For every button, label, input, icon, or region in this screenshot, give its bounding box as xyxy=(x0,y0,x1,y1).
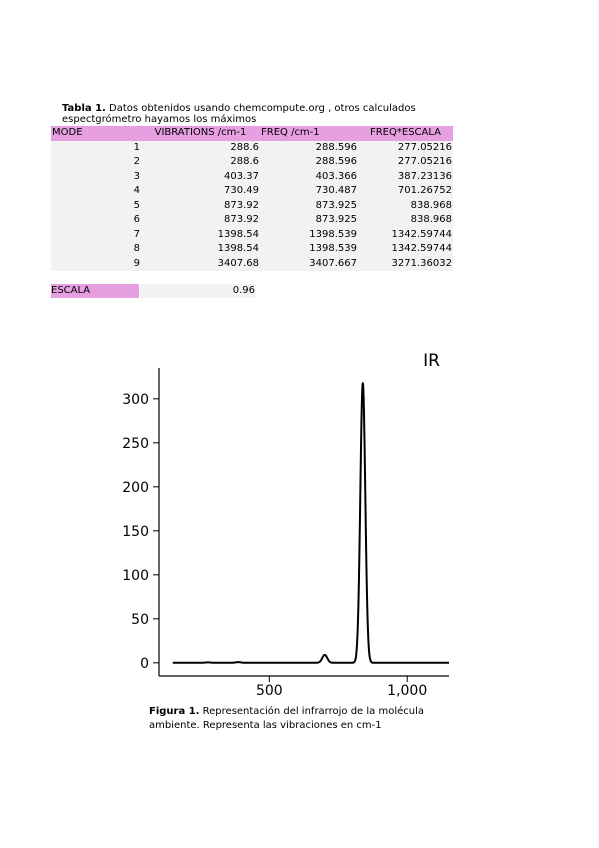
cell-mode: 5 xyxy=(51,198,141,213)
figure-caption-label: Figura 1. xyxy=(149,706,200,717)
cell-mode: 8 xyxy=(51,242,141,257)
figure-caption-text: Representación del infrarrojo de la molé… xyxy=(199,706,424,717)
cell-freq: 288.596 xyxy=(260,140,358,155)
ir-peak-point xyxy=(362,382,364,384)
cell-freq: 1398.539 xyxy=(260,227,358,242)
cell-mode: 3 xyxy=(51,169,141,184)
cell-freq: 3407.667 xyxy=(260,256,358,271)
x-tick-label: 500 xyxy=(256,683,283,699)
escala-label: ESCALA xyxy=(51,284,139,298)
cell-vibrations: 730.49 xyxy=(141,184,260,199)
cell-freq-escala: 1342.59744 xyxy=(358,242,453,257)
ir-spectrum-line xyxy=(172,382,449,664)
table-row: 3 403.37 403.366 387.23136 xyxy=(51,169,453,184)
figure-caption: Figura 1. Representación del infrarrojo … xyxy=(149,705,449,733)
y-tick-label: 250 xyxy=(122,436,149,452)
table-caption-label: Tabla 1. xyxy=(62,103,106,114)
cell-vibrations: 288.6 xyxy=(141,155,260,170)
table-caption-text-line2: espectgrómetro hayamos los máximos xyxy=(62,114,257,125)
cell-mode: 2 xyxy=(51,155,141,170)
table-row: 7 1398.54 1398.539 1342.59744 xyxy=(51,227,453,242)
cell-vibrations: 288.6 xyxy=(141,140,260,155)
table-caption: Tabla 1. Datos obtenidos usando chemcomp… xyxy=(62,103,452,125)
table-row: 4 730.49 730.487 701.26752 xyxy=(51,184,453,199)
cell-mode: 9 xyxy=(51,256,141,271)
cell-vibrations: 403.37 xyxy=(141,169,260,184)
cell-freq-escala: 277.05216 xyxy=(358,155,453,170)
cell-mode: 7 xyxy=(51,227,141,242)
table-row: 5 873.92 873.925 838.968 xyxy=(51,198,453,213)
cell-vibrations: 873.92 xyxy=(141,198,260,213)
table-row: 6 873.92 873.925 838.968 xyxy=(51,213,453,228)
cell-freq: 873.925 xyxy=(260,198,358,213)
cell-vibrations: 3407.68 xyxy=(141,256,260,271)
table-row: 2 288.6 288.596 277.05216 xyxy=(51,155,453,170)
ir-peak-point xyxy=(207,661,209,664)
cell-vibrations: 1398.54 xyxy=(141,242,260,257)
cell-freq: 403.366 xyxy=(260,169,358,184)
x-tick-label: 1,000 xyxy=(387,683,427,699)
table-row: 1 288.6 288.596 277.05216 xyxy=(51,140,453,155)
y-tick-label: 300 xyxy=(122,392,149,408)
cell-freq-escala: 277.05216 xyxy=(358,140,453,155)
ir-peak-point xyxy=(323,654,326,656)
y-tick-label: 100 xyxy=(122,568,149,584)
cell-freq-escala: 387.23136 xyxy=(358,169,453,184)
cell-mode: 1 xyxy=(51,140,141,155)
table-row: 8 1398.54 1398.539 1342.59744 xyxy=(51,242,453,257)
cell-mode: 4 xyxy=(51,184,141,199)
cell-freq-escala: 701.26752 xyxy=(358,184,453,199)
cell-freq-escala: 1342.59744 xyxy=(358,227,453,242)
cell-freq-escala: 838.968 xyxy=(358,198,453,213)
header-freq: FREQ /cm-1 xyxy=(260,126,358,141)
cell-vibrations: 1398.54 xyxy=(141,227,260,242)
escala-value: 0.96 xyxy=(140,284,256,298)
cell-freq-escala: 3271.36032 xyxy=(358,256,453,271)
y-tick-label: 200 xyxy=(122,480,149,496)
cell-freq: 730.487 xyxy=(260,184,358,199)
table-row: 9 3407.68 3407.667 3271.36032 xyxy=(51,256,453,271)
table-header-row: MODE VIBRATIONS /cm-1 FREQ /cm-1 FREQ*ES… xyxy=(51,126,453,141)
cell-mode: 6 xyxy=(51,213,141,228)
ir-peak-point xyxy=(237,661,239,663)
cell-freq: 288.596 xyxy=(260,155,358,170)
y-tick-label: 50 xyxy=(131,612,149,628)
figure-caption-text-line2: ambiente. Representa las vibraciones en … xyxy=(149,720,382,731)
cell-freq-escala: 838.968 xyxy=(358,213,453,228)
header-vibrations: VIBRATIONS /cm-1 xyxy=(141,126,260,141)
y-tick-label: 150 xyxy=(122,524,149,540)
cell-vibrations: 873.92 xyxy=(141,213,260,228)
header-freq-escala: FREQ*ESCALA xyxy=(358,126,453,141)
cell-freq: 873.925 xyxy=(260,213,358,228)
vibrations-table: MODE VIBRATIONS /cm-1 FREQ /cm-1 FREQ*ES… xyxy=(51,126,453,271)
table-caption-text: Datos obtenidos usando chemcompute.org ,… xyxy=(105,103,416,114)
chart-title: IR xyxy=(423,351,440,371)
cell-freq: 1398.539 xyxy=(260,242,358,257)
table-body: 1 288.6 288.596 277.05216 2 288.6 288.596 277.0… xyxy=(51,140,453,271)
y-tick-label: 0 xyxy=(140,656,149,672)
header-mode: MODE xyxy=(51,126,141,141)
